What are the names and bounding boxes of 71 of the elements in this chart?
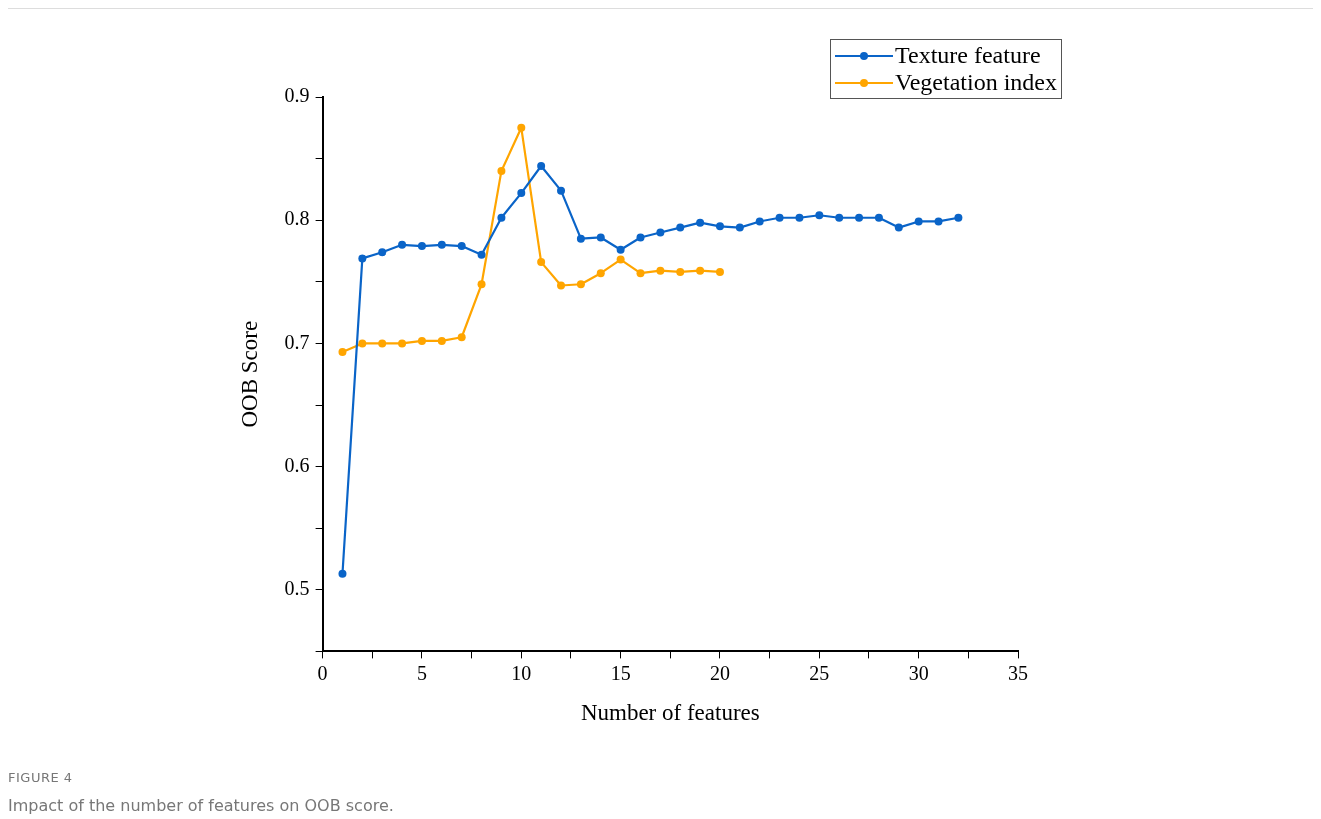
point <box>417 242 426 251</box>
point <box>338 569 347 578</box>
point <box>557 186 566 195</box>
point <box>596 233 605 242</box>
point <box>715 267 724 276</box>
y-tick-label: 0.8 <box>284 207 310 230</box>
legend-label: Texture feature <box>895 42 1041 69</box>
point <box>477 250 486 259</box>
point <box>656 228 665 237</box>
point <box>378 248 387 257</box>
point <box>576 280 585 289</box>
caption: FIGURE 4 <box>8 770 73 785</box>
point <box>517 123 526 132</box>
y-tick-label: 0.6 <box>284 453 310 476</box>
point <box>636 233 645 242</box>
point <box>676 267 685 276</box>
point <box>835 213 844 222</box>
x-tick-label: 35 <box>1008 661 1028 684</box>
point <box>497 166 506 175</box>
x-tick-label: 30 <box>908 661 929 684</box>
point <box>358 254 367 263</box>
point <box>517 189 526 198</box>
point <box>775 213 784 222</box>
legend-label: Vegetation index <box>895 69 1057 96</box>
point <box>437 240 446 249</box>
point <box>735 223 744 232</box>
point <box>914 217 923 226</box>
point <box>338 348 347 357</box>
point <box>954 213 963 222</box>
point <box>537 161 546 170</box>
point <box>755 217 764 226</box>
point <box>715 222 724 231</box>
point <box>358 339 367 348</box>
point <box>576 234 585 243</box>
text: Impact of the number of features on OOB score. <box>8 796 394 815</box>
point <box>596 269 605 278</box>
point <box>656 266 665 275</box>
x-tick-label: 0 <box>317 661 328 684</box>
point <box>934 217 943 226</box>
x-tick-label: 5 <box>416 661 427 684</box>
point <box>815 211 824 220</box>
y-axis-title: OOB Score <box>236 320 262 428</box>
x-tick-label: 25 <box>809 661 830 684</box>
point <box>855 213 864 222</box>
point <box>557 281 566 290</box>
point <box>616 255 625 264</box>
point <box>696 266 705 275</box>
point <box>636 269 645 278</box>
point <box>537 258 546 267</box>
x-tick-label: 10 <box>511 661 532 684</box>
point <box>378 339 387 348</box>
point <box>696 218 705 227</box>
point <box>437 336 446 345</box>
y-tick-label: 0.9 <box>284 84 310 107</box>
point <box>398 339 407 348</box>
x-tick-label: 20 <box>709 661 730 684</box>
point <box>398 240 407 249</box>
point <box>874 213 883 222</box>
x-axis-title: Number of features <box>580 700 760 726</box>
point <box>417 336 426 345</box>
point <box>457 333 466 342</box>
point <box>795 213 804 222</box>
y-tick-label: 0.5 <box>284 577 310 600</box>
y-tick-label: 0.7 <box>284 330 310 353</box>
point <box>894 223 903 232</box>
point <box>616 245 625 254</box>
point <box>457 242 466 251</box>
point <box>477 280 486 289</box>
point <box>497 213 506 222</box>
point <box>676 223 685 232</box>
x-tick-label: 15 <box>610 661 631 684</box>
